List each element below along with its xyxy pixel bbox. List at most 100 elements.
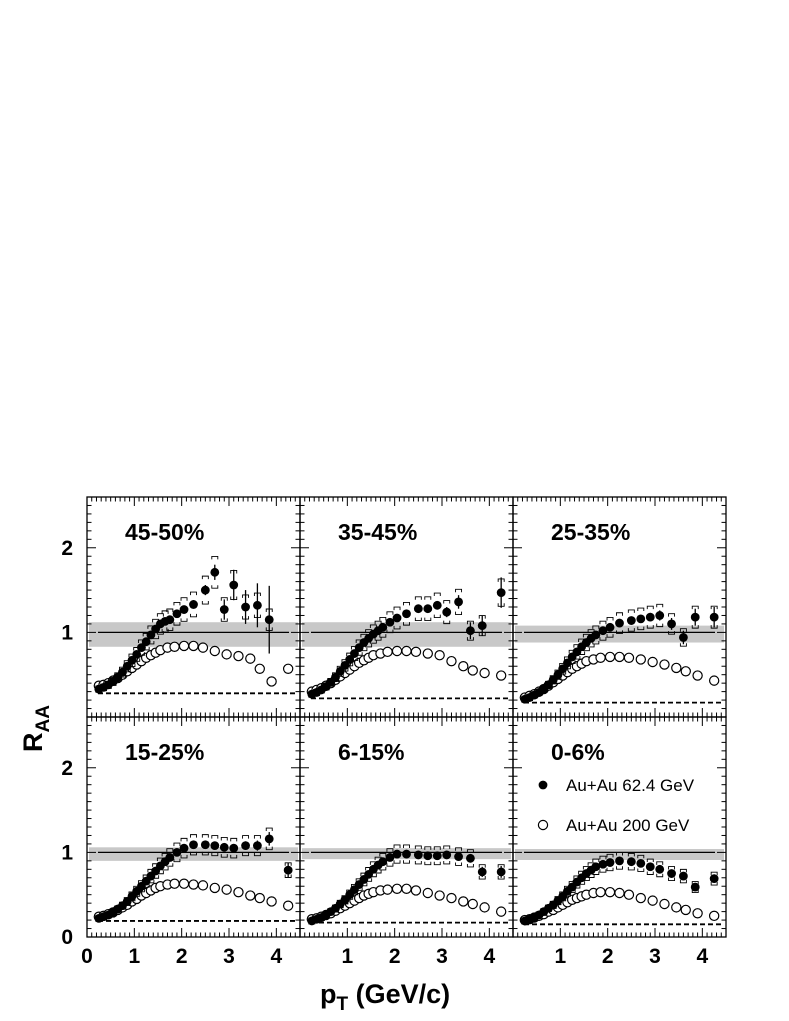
data-point-62gev	[605, 622, 615, 632]
panel-label: 25-35%	[551, 519, 630, 545]
systematic-bracket	[220, 854, 228, 858]
systematic-bracket	[253, 835, 261, 839]
systematic-bracket	[616, 866, 623, 870]
systematic-bracket	[668, 866, 676, 870]
panel-45-50pct: 1 2 45-50%	[61, 496, 301, 718]
systematic-bracket	[563, 893, 571, 897]
systematic-bracket	[379, 852, 387, 857]
data-point-62gev	[283, 865, 293, 875]
data-point-62gev	[189, 600, 198, 609]
systematic-bracket	[190, 851, 197, 856]
data-point-200gev	[595, 886, 606, 898]
data-point-62gev	[219, 842, 229, 852]
panel-35-45pct: 35-45%	[299, 496, 514, 718]
data-point-200gev	[422, 887, 433, 899]
systematic-bracket	[443, 620, 451, 625]
systematic-bracket	[582, 877, 590, 881]
systematic-bracket	[433, 846, 441, 850]
systematic-bracket	[710, 871, 718, 876]
data-point-200gev	[197, 880, 209, 891]
data-point-200gev	[623, 652, 635, 663]
data-point-62gev	[385, 853, 395, 862]
data-point-62gev	[146, 630, 156, 640]
systematic-bracket	[414, 845, 422, 849]
data-point-200gev	[647, 895, 658, 906]
systematic-bracket	[573, 885, 581, 889]
systematic-bracket	[478, 876, 486, 880]
systematic-bracket	[365, 643, 373, 648]
systematic-bracket	[190, 834, 197, 838]
systematic-bracket	[220, 836, 228, 841]
data-point-200gev	[254, 892, 265, 904]
data-point-62gev	[402, 609, 411, 619]
data-point-62gev	[558, 664, 568, 674]
panel-25-35pct: 25-35%	[512, 496, 727, 718]
data-point-62gev	[636, 858, 646, 868]
systematic-bracket	[230, 854, 238, 859]
systematic-bracket	[606, 867, 614, 872]
data-point-62gev	[340, 660, 350, 670]
x-tick-label: 2	[176, 945, 188, 968]
data-point-200gev	[401, 883, 412, 894]
panel-label: 15-25%	[125, 739, 204, 765]
data-point-62gev	[709, 612, 719, 622]
systematic-bracket	[599, 855, 607, 860]
systematic-bracket	[587, 643, 595, 648]
data-point-62gev	[496, 588, 506, 598]
systematic-bracket	[147, 879, 155, 884]
data-point-62gev	[605, 858, 615, 867]
x-tick-label: 4	[270, 945, 282, 968]
data-point-62gev	[626, 616, 636, 625]
systematic-bracket	[386, 629, 394, 634]
data-point-62gev	[667, 619, 676, 629]
y-tick-label: 2	[61, 757, 73, 780]
systematic-bracket	[679, 628, 687, 632]
systematic-bracket	[403, 601, 410, 606]
systematic-bracket	[374, 620, 382, 625]
data-point-200gev	[391, 883, 403, 894]
systematic-bracket	[201, 851, 209, 856]
data-point-62gev	[598, 626, 608, 636]
systematic-bracket	[646, 858, 654, 863]
data-point-200gev	[692, 670, 703, 681]
data-point-62gev	[189, 840, 198, 850]
data-point-62gev	[667, 869, 676, 878]
systematic-bracket	[656, 873, 664, 878]
data-point-62gev	[219, 605, 229, 614]
systematic-bracket	[679, 879, 687, 884]
data-point-62gev	[413, 850, 423, 860]
data-point-62gev	[172, 609, 182, 619]
data-point-62gev	[442, 607, 452, 617]
systematic-bracket	[592, 871, 600, 875]
data-point-200gev	[495, 670, 507, 681]
data-point-200gev	[282, 663, 294, 674]
data-point-200gev	[680, 904, 691, 916]
systematic-bracket	[646, 625, 654, 629]
systematic-bracket	[455, 847, 463, 851]
y-tick-label: 1	[61, 841, 73, 864]
systematic-bracket	[142, 646, 150, 651]
data-point-62gev	[253, 600, 262, 610]
systematic-bracket	[156, 870, 164, 875]
systematic-bracket	[190, 591, 197, 596]
data-point-62gev	[626, 857, 636, 867]
systematic-bracket	[336, 673, 344, 677]
legend-label-200gev: Au+Au 200 GeV	[566, 816, 690, 835]
data-point-62gev	[392, 613, 402, 623]
data-point-200gev	[659, 659, 670, 670]
systematic-bracket	[691, 881, 699, 885]
data-point-62gev	[331, 672, 340, 682]
systematic-bracket	[341, 668, 349, 672]
systematic-bracket	[393, 625, 401, 630]
data-point-200gev	[446, 655, 457, 667]
data-point-200gev	[647, 656, 658, 668]
data-point-62gev	[553, 670, 563, 680]
data-point-200gev	[233, 650, 244, 662]
systematic-bracket	[173, 622, 181, 626]
data-point-62gev	[454, 597, 463, 607]
normalization-band	[515, 849, 724, 860]
data-point-200gev	[245, 890, 256, 901]
systematic-bracket	[606, 853, 614, 858]
x-tick-label: 1	[341, 945, 353, 968]
systematic-bracket	[379, 616, 387, 621]
